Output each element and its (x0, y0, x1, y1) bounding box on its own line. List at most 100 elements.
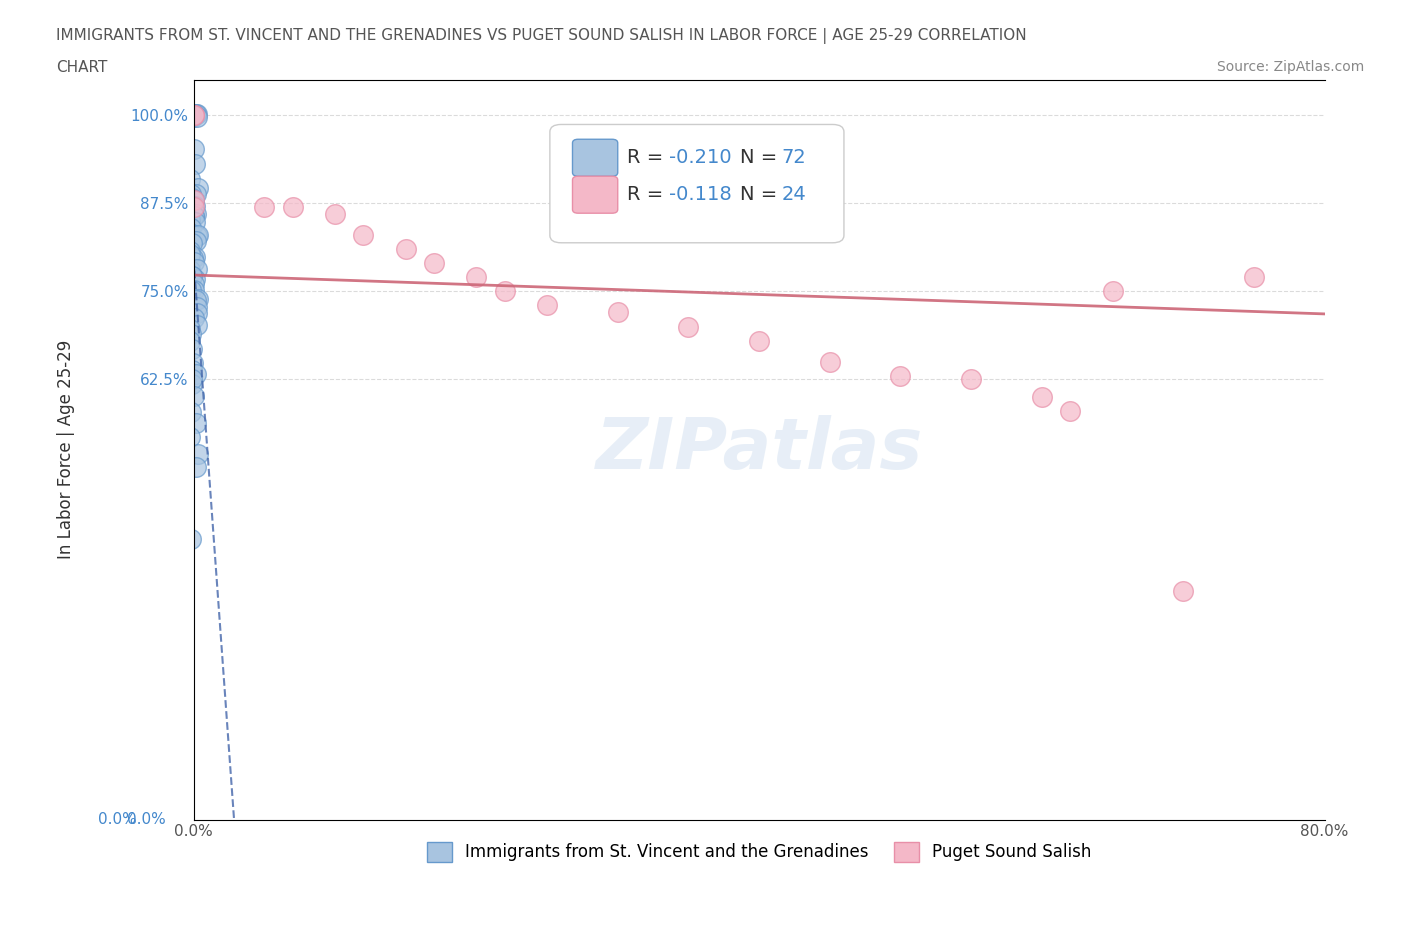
Point (183, 311, 205, 325)
Point (180, 192, 202, 206)
Point (186, 229, 208, 244)
Point (181, 206, 204, 221)
Point (183, 108, 205, 123)
Point (183, 193, 205, 207)
Point (1101, 284, 1123, 299)
Point (889, 368, 911, 383)
Text: 0.0%: 0.0% (98, 812, 136, 827)
Point (180, 269, 202, 284)
Point (180, 199, 202, 214)
Point (180, 531, 202, 546)
Point (183, 108, 205, 123)
Point (183, 389, 205, 404)
Point (187, 180, 209, 195)
Point (183, 198, 205, 213)
Point (186, 233, 208, 248)
Point (181, 110, 204, 125)
Text: -0.210: -0.210 (669, 148, 731, 167)
Legend: Immigrants from St. Vincent and the Grenadines, Puget Sound Salish: Immigrants from St. Vincent and the Gren… (419, 833, 1099, 870)
Point (818, 354, 841, 369)
Point (253, 199, 276, 214)
Point (180, 405, 202, 419)
Point (1243, 270, 1265, 285)
Point (184, 272, 207, 286)
Point (179, 262, 201, 277)
Text: R =: R = (627, 148, 669, 167)
FancyBboxPatch shape (572, 176, 617, 213)
Point (180, 283, 202, 298)
Point (180, 208, 202, 223)
Text: N =: N = (740, 185, 783, 205)
Point (352, 228, 374, 243)
Point (494, 284, 516, 299)
Point (181, 377, 204, 392)
Point (184, 249, 207, 264)
Text: CHART: CHART (56, 60, 108, 75)
Point (183, 283, 205, 298)
Point (179, 430, 201, 445)
Point (179, 213, 201, 228)
Point (183, 277, 205, 292)
Point (186, 305, 208, 320)
Point (184, 460, 207, 475)
Point (179, 246, 201, 261)
Text: Source: ZipAtlas.com: Source: ZipAtlas.com (1216, 60, 1364, 74)
Point (183, 107, 205, 122)
Text: IMMIGRANTS FROM ST. VINCENT AND THE GRENADINES VS PUGET SOUND SALISH IN LABOR FO: IMMIGRANTS FROM ST. VINCENT AND THE GREN… (56, 28, 1026, 44)
Point (184, 156, 207, 171)
Point (181, 341, 204, 356)
Point (183, 141, 205, 156)
Point (179, 244, 201, 259)
Text: 24: 24 (782, 185, 807, 205)
Point (423, 256, 446, 271)
Y-axis label: In Labor Force | Age 25-29: In Labor Force | Age 25-29 (58, 340, 75, 560)
Point (183, 208, 205, 223)
Point (186, 261, 208, 276)
Point (184, 107, 207, 122)
Point (183, 214, 205, 229)
Point (181, 191, 204, 206)
Point (186, 366, 208, 381)
Point (186, 318, 208, 333)
Text: R =: R = (627, 185, 669, 205)
Point (183, 255, 205, 270)
Point (186, 110, 208, 125)
Point (181, 236, 204, 251)
Point (183, 193, 205, 207)
Point (1031, 390, 1053, 405)
Point (186, 416, 208, 431)
Point (678, 319, 700, 334)
Text: -0.118: -0.118 (669, 185, 731, 205)
Point (179, 321, 201, 336)
Point (187, 292, 209, 307)
Point (186, 299, 208, 314)
FancyBboxPatch shape (550, 125, 844, 243)
Text: ZIPatlas: ZIPatlas (595, 416, 922, 485)
Point (960, 372, 983, 387)
Point (180, 198, 202, 213)
Point (180, 326, 202, 341)
Point (1173, 583, 1195, 598)
Point (748, 333, 770, 348)
Point (180, 107, 202, 122)
Point (181, 206, 204, 221)
Point (187, 447, 209, 462)
Point (186, 186, 208, 201)
Point (180, 220, 202, 235)
Point (179, 334, 201, 349)
Point (1059, 404, 1081, 418)
Point (323, 206, 346, 221)
Point (536, 298, 558, 312)
Point (180, 198, 202, 213)
Point (183, 208, 205, 223)
Point (181, 356, 204, 371)
Point (606, 305, 628, 320)
Point (465, 270, 488, 285)
Text: N =: N = (740, 148, 783, 167)
Point (180, 186, 202, 201)
Text: 0.0%: 0.0% (127, 812, 166, 827)
Point (184, 293, 207, 308)
Point (181, 268, 204, 283)
Point (180, 362, 202, 377)
Point (179, 109, 201, 124)
